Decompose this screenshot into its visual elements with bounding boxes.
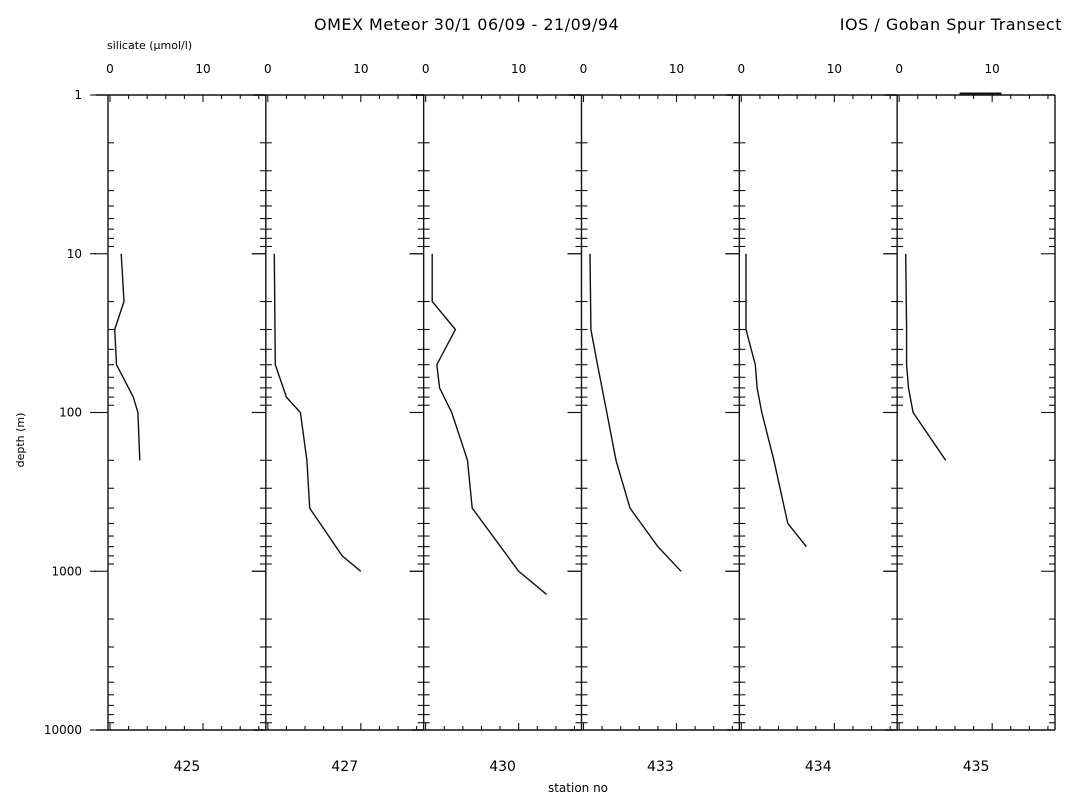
profile-line-430 [431,253,548,595]
station-label-427: 427 [331,759,358,775]
panel-433: 0 10 433 [567,62,740,775]
y-tick-label-1: 10 [67,247,82,261]
panel-425: 0 10 425 [94,62,266,775]
x-bottom-label: station no [548,781,608,795]
station-label-430: 430 [489,759,516,775]
panel-425-x-tick-label-0: 0 [106,62,114,76]
panel-427-x-tick-label-1: 10 [353,62,368,76]
panel-433-x-tick-label-1: 10 [669,62,684,76]
station-label-435: 435 [963,759,990,775]
chart-subtitle: IOS / Goban Spur Transect [840,15,1062,34]
profile-line-434 [745,253,807,548]
panel-427: 0 10 427 [251,62,424,775]
y-tick-label-4: 10000 [44,723,82,737]
panel-434-x-tick-label-0: 0 [738,62,746,76]
panel-430-x-tick-label-0: 0 [422,62,430,76]
chart-title: OMEX Meteor 30/1 06/09 - 21/09/94 [314,15,619,34]
x-axis-label: silicate (µmol/l) [107,39,192,52]
station-label-434: 434 [805,759,832,775]
panel-435-x-tick-label-0: 0 [895,62,903,76]
panel-427-x-tick-label-0: 0 [264,62,272,76]
panel-430: 0 10 430 [409,62,582,775]
y-axis-label: depth (m) [14,413,27,468]
y-tick-label-3: 1000 [51,564,82,578]
profile-line-425 [113,253,141,461]
panel-433-x-tick-label-0: 0 [580,62,588,76]
panel-435: 0 10 435 [883,62,1055,775]
panel-435-x-tick-label-1: 10 [985,62,1000,76]
y-tick-label-0: 1 [74,88,82,102]
station-label-433: 433 [647,759,674,775]
y-tick-label-2: 100 [59,406,82,420]
profile-line-435 [905,253,947,461]
panel-430-x-tick-label-1: 10 [511,62,526,76]
panel-425-x-tick-label-1: 10 [195,62,210,76]
profile-line-427 [273,253,362,572]
panel-434: 0 10 434 [725,62,898,775]
profile-line-433 [589,253,682,572]
panel-434-x-tick-label-1: 10 [827,62,842,76]
station-label-425: 425 [174,759,201,775]
